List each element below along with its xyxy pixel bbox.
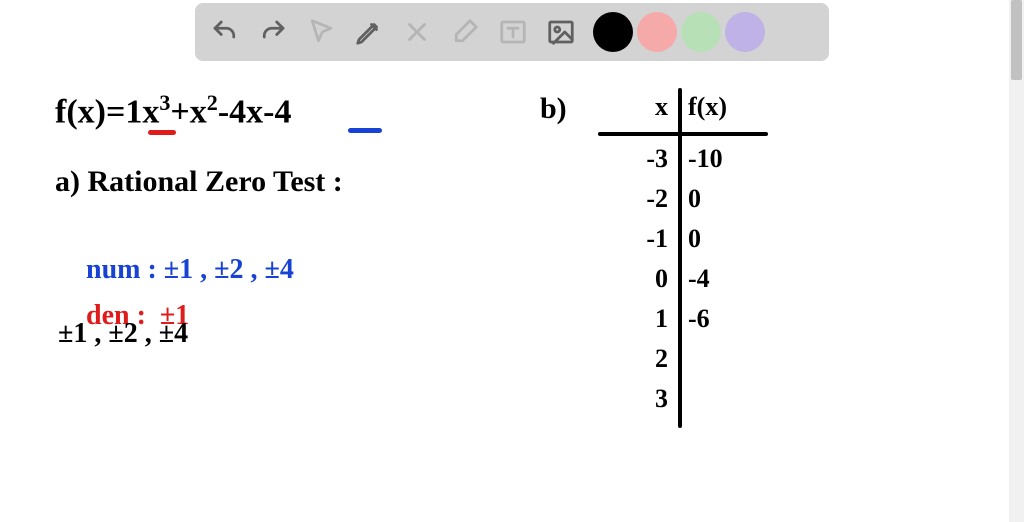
- color-swatch-black[interactable]: [593, 12, 633, 52]
- redo-icon: [258, 17, 288, 47]
- pencil-button[interactable]: [349, 12, 389, 52]
- pointer-button[interactable]: [301, 12, 341, 52]
- image-icon: [546, 17, 576, 47]
- table-cell-fx: -4: [688, 264, 710, 294]
- table-header-rule: [598, 132, 768, 136]
- scroll-thumb[interactable]: [1011, 0, 1022, 80]
- undo-button[interactable]: [205, 12, 245, 52]
- undo-icon: [210, 17, 240, 47]
- color-swatch-red[interactable]: [637, 12, 677, 52]
- table-cell-x: 3: [598, 384, 668, 414]
- eraser-icon: [450, 17, 480, 47]
- table-cell-fx: 0: [688, 184, 701, 214]
- part-b-label: b): [540, 92, 567, 126]
- table-header-fx: f(x): [688, 92, 727, 122]
- table-cell-x: 2: [598, 344, 668, 374]
- rational-zeros-list: ±1 , ±2 , ±4: [58, 318, 188, 350]
- color-swatches: [589, 12, 765, 52]
- table-header-x: x: [598, 92, 668, 122]
- textbox-icon: [498, 17, 528, 47]
- pointer-icon: [306, 17, 336, 47]
- drawing-toolbar: [195, 3, 829, 61]
- tools-button[interactable]: [397, 12, 437, 52]
- constant-term-underline: [348, 128, 382, 133]
- table-cell-x: 1: [598, 304, 668, 334]
- table-cell-x: -1: [598, 224, 668, 254]
- eraser-button[interactable]: [445, 12, 485, 52]
- vertical-scrollbar[interactable]: [1009, 0, 1024, 522]
- table-column-rule: [678, 88, 682, 428]
- tools-icon: [402, 17, 432, 47]
- table-cell-fx: -10: [688, 144, 723, 174]
- part-a-label: a) Rational Zero Test :: [55, 165, 343, 199]
- table-cell-x: 0: [598, 264, 668, 294]
- whiteboard-canvas: f(x)=1x3+x2-4x-4 a) Rational Zero Test :…: [0, 0, 1024, 522]
- textbox-button[interactable]: [493, 12, 533, 52]
- table-cell-fx: -6: [688, 304, 710, 334]
- color-swatch-purple[interactable]: [725, 12, 765, 52]
- image-button[interactable]: [541, 12, 581, 52]
- redo-button[interactable]: [253, 12, 293, 52]
- leading-coeff-underline: [148, 130, 176, 135]
- table-cell-x: -3: [598, 144, 668, 174]
- table-cell-fx: 0: [688, 224, 701, 254]
- pencil-icon: [354, 17, 384, 47]
- color-swatch-green[interactable]: [681, 12, 721, 52]
- equation-text: f(x)=1x3+x2-4x-4: [55, 90, 291, 131]
- table-cell-x: -2: [598, 184, 668, 214]
